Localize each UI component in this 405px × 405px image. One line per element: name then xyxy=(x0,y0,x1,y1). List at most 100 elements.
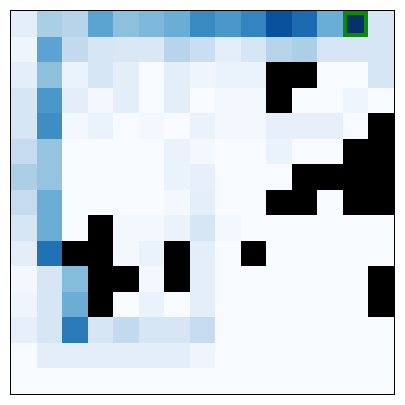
value-cell xyxy=(240,11,267,37)
value-cell xyxy=(11,368,37,394)
value-cell xyxy=(215,11,241,37)
value-cell xyxy=(291,342,318,369)
value-cell xyxy=(113,291,139,318)
value-cell xyxy=(138,164,165,190)
value-cell xyxy=(87,62,114,88)
value-cell xyxy=(11,215,37,241)
value-cell xyxy=(215,87,241,114)
value-cell xyxy=(164,62,190,88)
value-cell xyxy=(291,240,318,267)
value-cell xyxy=(189,138,216,165)
value-cell xyxy=(113,215,139,241)
value-cell xyxy=(266,266,292,292)
value-cell xyxy=(11,113,37,139)
value-cell xyxy=(291,291,318,318)
value-cell xyxy=(189,36,216,63)
value-cell xyxy=(62,11,88,37)
value-cell xyxy=(87,189,114,216)
value-cell xyxy=(291,11,318,37)
value-cell xyxy=(62,342,88,369)
value-cell xyxy=(342,368,369,394)
value-cell xyxy=(138,342,165,369)
wall-cell xyxy=(291,164,318,190)
value-cell xyxy=(189,240,216,267)
value-cell xyxy=(36,317,63,343)
value-cell xyxy=(215,138,241,165)
value-cell xyxy=(138,215,165,241)
value-cell xyxy=(138,189,165,216)
value-cell xyxy=(36,215,63,241)
value-cell xyxy=(11,62,37,88)
wall-cell xyxy=(113,266,139,292)
value-cell xyxy=(164,138,190,165)
value-cell xyxy=(291,317,318,343)
value-cell xyxy=(87,138,114,165)
value-cell xyxy=(215,266,241,292)
value-cell xyxy=(189,215,216,241)
value-cell xyxy=(189,342,216,369)
value-cell xyxy=(138,62,165,88)
value-cell xyxy=(11,317,37,343)
wall-cell xyxy=(368,164,394,190)
value-cell xyxy=(189,62,216,88)
value-cell xyxy=(87,113,114,139)
value-cell xyxy=(368,11,394,37)
wall-cell xyxy=(87,291,114,318)
value-cell xyxy=(342,317,369,343)
value-cell xyxy=(113,240,139,267)
value-cell xyxy=(11,11,37,37)
value-cell xyxy=(317,317,343,343)
value-cell xyxy=(138,36,165,63)
value-cell xyxy=(36,291,63,318)
value-cell xyxy=(189,113,216,139)
value-cell xyxy=(189,317,216,343)
value-cell xyxy=(11,36,37,63)
value-cell xyxy=(36,189,63,216)
value-cell xyxy=(368,317,394,343)
wall-cell xyxy=(164,266,190,292)
value-cell xyxy=(189,164,216,190)
value-cell xyxy=(317,342,343,369)
value-cell xyxy=(240,368,267,394)
value-cell xyxy=(215,164,241,190)
value-cell xyxy=(240,138,267,165)
value-cell xyxy=(266,164,292,190)
value-cell xyxy=(368,36,394,63)
value-cell xyxy=(62,62,88,88)
value-cell xyxy=(240,164,267,190)
wall-cell xyxy=(266,189,292,216)
value-cell xyxy=(215,317,241,343)
value-cell xyxy=(113,36,139,63)
value-cell xyxy=(164,11,190,37)
value-cell xyxy=(317,11,343,37)
value-cell xyxy=(62,36,88,63)
wall-cell xyxy=(342,189,369,216)
value-cell xyxy=(240,291,267,318)
value-cell xyxy=(291,368,318,394)
value-cell xyxy=(113,368,139,394)
value-cell xyxy=(87,87,114,114)
value-cell xyxy=(62,368,88,394)
value-cell xyxy=(317,215,343,241)
wall-cell xyxy=(62,240,88,267)
value-cell xyxy=(342,266,369,292)
value-cell xyxy=(62,291,88,318)
wall-cell xyxy=(342,138,369,165)
value-cell xyxy=(138,291,165,318)
value-cell xyxy=(113,317,139,343)
value-cell xyxy=(215,215,241,241)
value-cell xyxy=(240,189,267,216)
value-cell xyxy=(240,62,267,88)
value-cell xyxy=(36,113,63,139)
value-cell xyxy=(266,317,292,343)
value-cell xyxy=(291,215,318,241)
value-cell xyxy=(11,138,37,165)
value-cell xyxy=(11,342,37,369)
value-cell xyxy=(164,291,190,318)
value-cell xyxy=(342,342,369,369)
value-cell xyxy=(113,113,139,139)
value-cell xyxy=(266,291,292,318)
value-cell xyxy=(138,87,165,114)
value-cell xyxy=(189,266,216,292)
value-cell xyxy=(189,87,216,114)
